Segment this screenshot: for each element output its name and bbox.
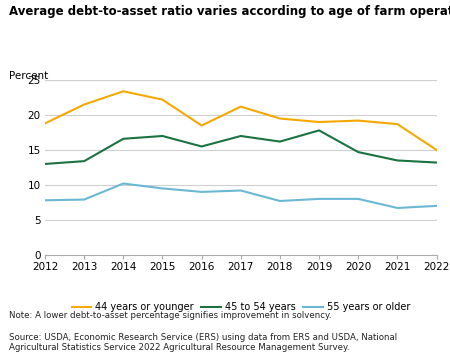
Text: Note: A lower debt-to-asset percentage signifies improvement in solvency.: Note: A lower debt-to-asset percentage s… <box>9 311 332 320</box>
Legend: 44 years or younger, 45 to 54 years, 55 years or older: 44 years or younger, 45 to 54 years, 55 … <box>68 298 414 316</box>
Text: Source: USDA, Economic Research Service (ERS) using data from ERS and USDA, Nati: Source: USDA, Economic Research Service … <box>9 333 397 352</box>
Text: Percent: Percent <box>9 71 48 81</box>
Text: Average debt-to-asset ratio varies according to age of farm operator: Average debt-to-asset ratio varies accor… <box>9 5 450 19</box>
